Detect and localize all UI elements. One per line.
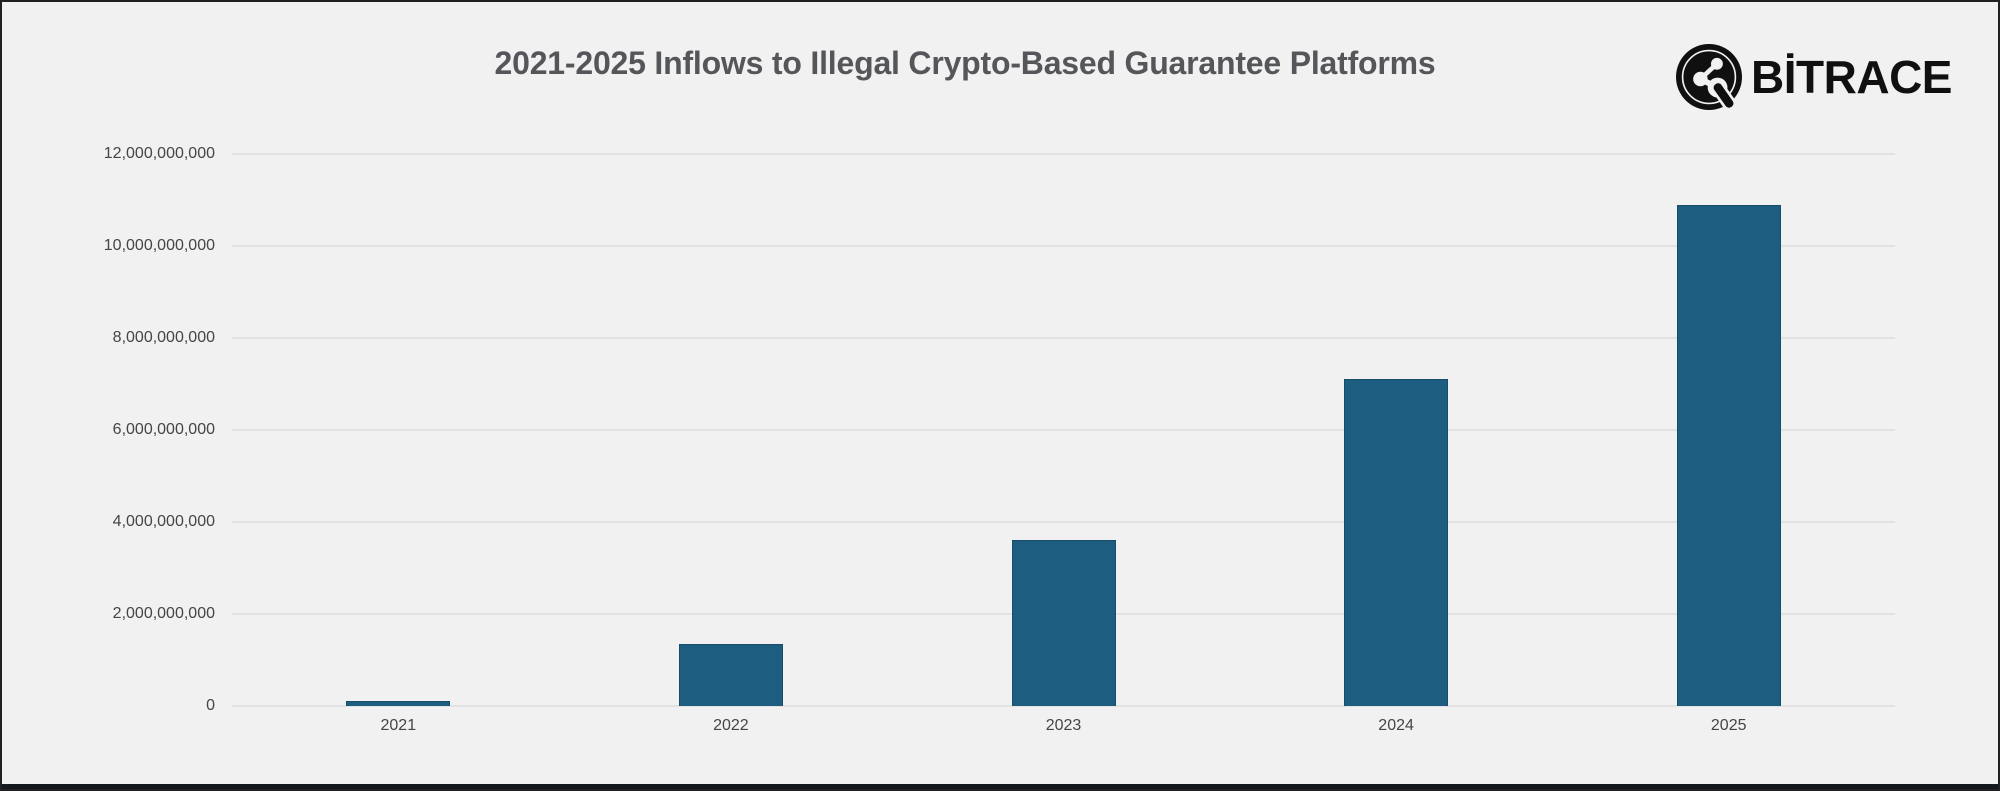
x-tick-label: 2022: [713, 717, 749, 734]
plot-area: 0 2,000,000,000 4,000,000,000 6,000,000,000…: [104, 145, 1895, 734]
y-tick-label: 12,000,000,000: [103, 145, 215, 162]
x-tick-label: 2023: [1045, 717, 1082, 734]
gridline: [232, 429, 1895, 431]
gridline: [232, 245, 1895, 247]
y-tick-label: 8,000,000,000: [112, 329, 215, 346]
y-tick-label: 4,000,000,000: [112, 513, 215, 530]
y-tick-label: 10,000,000,000: [103, 237, 215, 254]
x-tick-label: 2021: [380, 717, 417, 734]
y-tick-label: 0: [206, 697, 215, 714]
bitrace-wordmark: BİTRACE: [1751, 51, 1952, 103]
bar-2025: [1676, 204, 1781, 706]
gridline: [232, 337, 1895, 339]
y-tick-label: 6,000,000,000: [112, 421, 215, 438]
bar-2024: [1344, 379, 1449, 706]
bar-2021: [346, 701, 451, 706]
gridline: [232, 521, 1895, 523]
gridline: [232, 705, 1895, 707]
chart-title: 2021-2025 Inflows to Illegal Crypto-Base…: [494, 45, 1436, 81]
bitrace-logo-icon: [1676, 44, 1743, 110]
bar-2023: [1011, 540, 1116, 706]
x-tick-label: 2024: [1378, 717, 1414, 734]
footer-strip: [2, 784, 1998, 789]
bitrace-logo: BİTRACE: [1676, 44, 1952, 110]
gridline: [232, 153, 1895, 155]
bar-2022: [678, 643, 783, 706]
x-tick-label: 2025: [1710, 717, 1747, 734]
y-tick-label: 2,000,000,000: [112, 605, 215, 622]
